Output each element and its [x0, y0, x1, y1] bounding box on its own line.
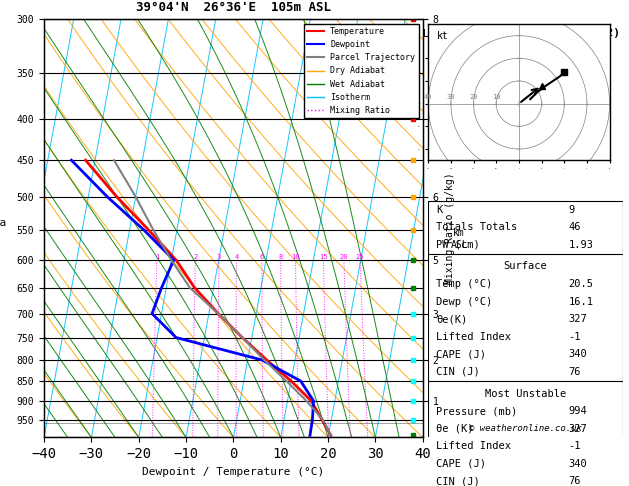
Text: 20.5: 20.5	[569, 279, 593, 289]
X-axis label: Dewpoint / Temperature (°C): Dewpoint / Temperature (°C)	[142, 467, 325, 477]
Text: CAPE (J): CAPE (J)	[437, 459, 486, 469]
Text: θe(K): θe(K)	[437, 314, 467, 324]
Text: CIN (J): CIN (J)	[437, 367, 480, 377]
Text: Surface: Surface	[504, 261, 547, 272]
Title: 39°04'N  26°36'E  105m ASL: 39°04'N 26°36'E 105m ASL	[136, 1, 331, 14]
Text: 2: 2	[193, 254, 198, 260]
Text: LCL: LCL	[423, 29, 440, 38]
Text: Lifted Index: Lifted Index	[437, 331, 511, 342]
Text: 327: 327	[569, 314, 587, 324]
FancyBboxPatch shape	[428, 254, 623, 393]
Text: K: K	[437, 205, 443, 215]
Y-axis label: hPa: hPa	[0, 218, 6, 228]
Text: 994: 994	[569, 406, 587, 416]
Text: kt: kt	[437, 31, 449, 41]
Text: 24.04.2024  18GMT (Base: 12): 24.04.2024 18GMT (Base: 12)	[431, 28, 620, 38]
FancyBboxPatch shape	[428, 201, 623, 271]
Text: 25: 25	[356, 254, 364, 260]
Text: © weatheronline.co.uk: © weatheronline.co.uk	[469, 424, 582, 433]
Text: θe (K): θe (K)	[437, 424, 474, 434]
Text: 40: 40	[424, 94, 433, 100]
Text: 340: 340	[569, 459, 587, 469]
Text: Mixing Ratio (g/kg): Mixing Ratio (g/kg)	[445, 173, 455, 284]
Text: -1: -1	[569, 441, 581, 451]
Text: 16.1: 16.1	[569, 296, 593, 307]
Text: Lifted Index: Lifted Index	[437, 441, 511, 451]
Text: Pressure (mb): Pressure (mb)	[437, 406, 518, 416]
Text: 10: 10	[291, 254, 300, 260]
Text: 20: 20	[469, 94, 478, 100]
Text: 3: 3	[217, 254, 221, 260]
Text: CIN (J): CIN (J)	[437, 476, 480, 486]
Text: PW (cm): PW (cm)	[437, 240, 480, 250]
Text: Temp (°C): Temp (°C)	[437, 279, 493, 289]
Text: 8: 8	[279, 254, 282, 260]
Text: CAPE (J): CAPE (J)	[437, 349, 486, 359]
Text: 327: 327	[569, 424, 587, 434]
Text: Totals Totals: Totals Totals	[437, 222, 518, 232]
Text: 30: 30	[447, 94, 455, 100]
Text: 15: 15	[319, 254, 328, 260]
Y-axis label: km
ASL: km ASL	[450, 228, 468, 250]
Text: 46: 46	[569, 222, 581, 232]
Text: 10: 10	[492, 94, 501, 100]
Text: -1: -1	[569, 331, 581, 342]
Text: 4: 4	[234, 254, 238, 260]
FancyBboxPatch shape	[428, 381, 623, 486]
Text: 76: 76	[569, 367, 581, 377]
Text: 20: 20	[340, 254, 348, 260]
Text: 1.93: 1.93	[569, 240, 593, 250]
Text: 6: 6	[260, 254, 264, 260]
Text: 1: 1	[155, 254, 159, 260]
Text: 9: 9	[569, 205, 574, 215]
Text: Dewp (°C): Dewp (°C)	[437, 296, 493, 307]
Text: Most Unstable: Most Unstable	[485, 388, 566, 399]
Text: 340: 340	[569, 349, 587, 359]
Text: 76: 76	[569, 476, 581, 486]
Legend: Temperature, Dewpoint, Parcel Trajectory, Dry Adiabat, Wet Adiabat, Isotherm, Mi: Temperature, Dewpoint, Parcel Trajectory…	[304, 24, 418, 118]
